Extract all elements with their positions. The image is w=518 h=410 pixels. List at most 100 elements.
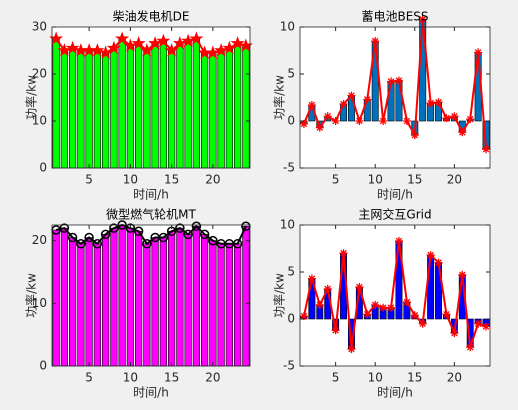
bar — [225, 243, 233, 367]
marker — [379, 117, 388, 125]
marker — [98, 45, 113, 59]
bar — [135, 43, 143, 169]
y-tick-label: 5 — [287, 265, 295, 279]
marker — [315, 123, 324, 132]
marker — [189, 31, 204, 45]
marker — [208, 235, 218, 246]
bar — [102, 234, 110, 367]
marker — [106, 40, 121, 55]
marker — [238, 38, 253, 52]
marker — [222, 40, 237, 55]
bar — [395, 80, 403, 122]
marker — [315, 300, 324, 309]
line — [55, 223, 247, 246]
marker — [482, 145, 491, 154]
marker — [402, 117, 411, 125]
bar — [234, 243, 242, 367]
bar — [110, 227, 118, 367]
marker — [199, 229, 210, 240]
bar — [192, 38, 200, 169]
marker — [65, 40, 80, 55]
marker — [434, 98, 443, 107]
marker — [387, 303, 396, 312]
y-tick-label: -5 — [283, 161, 295, 175]
marker — [100, 229, 111, 240]
marker — [347, 345, 356, 354]
bar — [77, 50, 85, 169]
bar — [135, 230, 143, 367]
marker — [394, 76, 403, 85]
marker — [418, 319, 427, 328]
marker — [410, 131, 419, 140]
bar — [93, 50, 101, 169]
x-tick-label: 5 — [332, 371, 340, 385]
marker — [307, 274, 316, 283]
chart-title: 柴油发电机DE — [113, 9, 190, 24]
bar — [184, 40, 192, 169]
bar — [52, 38, 60, 169]
marker — [109, 223, 119, 233]
marker — [474, 48, 483, 57]
axes-box — [299, 26, 491, 169]
bar — [126, 45, 134, 169]
marker — [67, 232, 78, 243]
y-tick-label: 5 — [287, 67, 295, 81]
axes-box — [299, 224, 491, 367]
y-tick-label: 10 — [280, 218, 295, 232]
bar — [159, 237, 167, 367]
bar — [168, 230, 176, 367]
bar — [143, 50, 151, 169]
plot-area — [300, 27, 490, 168]
marker — [183, 229, 193, 240]
marker — [339, 249, 348, 258]
bar — [52, 229, 60, 367]
marker — [76, 239, 86, 249]
marker — [371, 300, 380, 309]
marker — [59, 223, 70, 233]
axes-box — [51, 26, 251, 169]
marker — [339, 100, 348, 109]
marker — [347, 91, 356, 100]
bar — [184, 234, 192, 367]
bar — [234, 43, 242, 169]
marker — [49, 31, 64, 45]
marker — [466, 115, 475, 124]
marker — [142, 239, 152, 249]
y-tick-label: 0 — [287, 114, 295, 128]
y-axis-label: 功率/kw — [24, 273, 39, 318]
marker — [450, 112, 459, 121]
marker — [410, 311, 419, 320]
chart-title: 主网交互Grid — [358, 207, 431, 222]
y-tick-label: 20 — [32, 233, 47, 247]
y-tick-label: -5 — [283, 359, 295, 373]
y-tick-label: 10 — [32, 114, 47, 128]
marker — [355, 283, 364, 292]
marker — [84, 232, 94, 243]
bar — [85, 237, 93, 367]
chart-title: 微型燃气轮机MT — [106, 207, 196, 222]
y-axis-label: 功率/kw — [24, 75, 39, 120]
x-tick-label: 20 — [447, 173, 462, 187]
bar — [102, 52, 110, 169]
bar — [60, 50, 68, 169]
y-axis-label: 功率/kw — [272, 273, 287, 318]
marker — [175, 223, 185, 233]
bar — [176, 227, 184, 367]
x-axis-label: 时间/h — [377, 188, 413, 202]
marker — [131, 36, 146, 50]
marker — [115, 31, 130, 45]
marker — [191, 221, 202, 232]
marker — [92, 239, 103, 249]
axes-box — [51, 224, 251, 367]
marker — [426, 251, 435, 260]
x-tick-label: 10 — [368, 371, 383, 385]
bar — [118, 38, 126, 169]
marker — [474, 319, 483, 328]
x-axis-label: 时间/h — [377, 386, 413, 400]
marker — [371, 37, 380, 46]
bar — [217, 243, 225, 367]
marker — [466, 343, 475, 352]
bar — [69, 237, 77, 367]
bar — [110, 47, 118, 169]
